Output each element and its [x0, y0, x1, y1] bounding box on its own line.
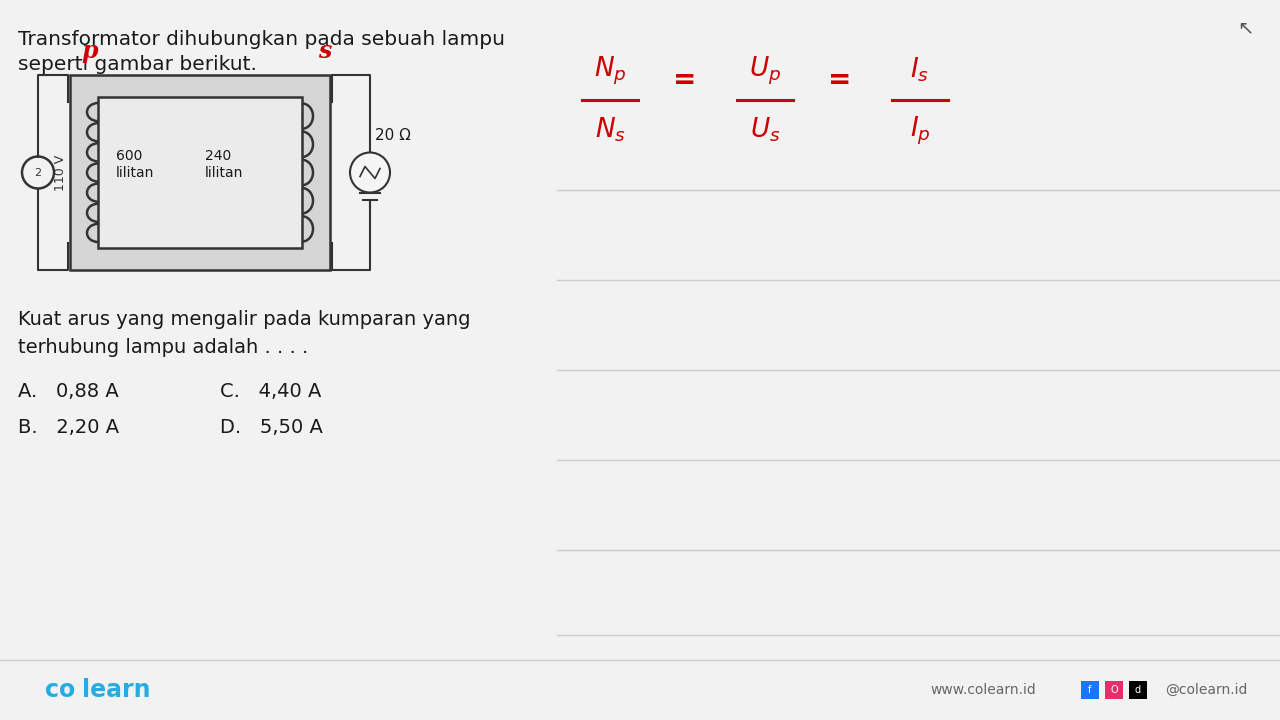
- Text: O: O: [1110, 685, 1117, 695]
- Text: d: d: [1135, 685, 1140, 695]
- Text: C.   4,40 A: C. 4,40 A: [220, 382, 321, 401]
- Text: $U_s$: $U_s$: [750, 115, 781, 143]
- Text: seperti gambar berikut.: seperti gambar berikut.: [18, 55, 257, 74]
- Text: A.   0,88 A: A. 0,88 A: [18, 382, 119, 401]
- Text: co: co: [45, 678, 83, 702]
- Text: @colearn.id: @colearn.id: [1165, 683, 1248, 697]
- Bar: [1129, 681, 1147, 699]
- Bar: [99, 97, 302, 248]
- Bar: [1082, 681, 1100, 699]
- Text: ↖: ↖: [1236, 18, 1253, 37]
- Text: =: =: [673, 66, 696, 94]
- Text: $I_p$: $I_p$: [910, 115, 931, 148]
- Text: $N_p$: $N_p$: [594, 55, 626, 87]
- Text: 110 V: 110 V: [54, 154, 67, 191]
- Bar: [70, 75, 330, 270]
- Text: www.colearn.id: www.colearn.id: [931, 683, 1036, 697]
- Text: $U_p$: $U_p$: [749, 55, 781, 87]
- Text: B.   2,20 A: B. 2,20 A: [18, 418, 119, 437]
- Text: 240
lilitan: 240 lilitan: [205, 149, 243, 179]
- Text: Kuat arus yang mengalir pada kumparan yang: Kuat arus yang mengalir pada kumparan ya…: [18, 310, 471, 329]
- Bar: [1105, 681, 1123, 699]
- Text: D.   5,50 A: D. 5,50 A: [220, 418, 323, 437]
- Text: Transformator dihubungkan pada sebuah lampu: Transformator dihubungkan pada sebuah la…: [18, 30, 506, 49]
- Text: p: p: [82, 39, 99, 63]
- Text: $N_s$: $N_s$: [594, 115, 626, 143]
- Text: =: =: [828, 66, 851, 94]
- Text: s: s: [319, 39, 332, 63]
- Text: 600
lilitan: 600 lilitan: [116, 149, 155, 179]
- Circle shape: [349, 153, 390, 192]
- Text: $I_s$: $I_s$: [910, 55, 929, 84]
- Text: 2: 2: [35, 168, 41, 178]
- Text: terhubung lampu adalah . . . .: terhubung lampu adalah . . . .: [18, 338, 308, 357]
- Text: learn: learn: [82, 678, 151, 702]
- Text: f: f: [1088, 685, 1092, 695]
- Text: 20 Ω: 20 Ω: [375, 127, 411, 143]
